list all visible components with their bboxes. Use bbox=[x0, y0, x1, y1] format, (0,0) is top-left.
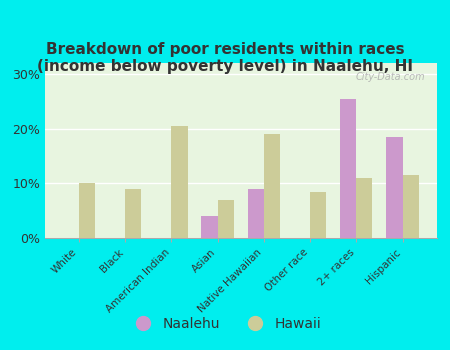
Text: Breakdown of poor residents within races
(income below poverty level) in Naalehu: Breakdown of poor residents within races… bbox=[37, 42, 413, 75]
Bar bbox=[171, 126, 188, 238]
Bar bbox=[248, 189, 264, 238]
Bar bbox=[125, 189, 141, 238]
Bar bbox=[218, 200, 234, 238]
Legend: Naalehu, Hawaii: Naalehu, Hawaii bbox=[124, 311, 326, 336]
Bar bbox=[264, 134, 280, 238]
Bar bbox=[310, 191, 326, 238]
Bar bbox=[340, 99, 356, 238]
Bar bbox=[79, 183, 95, 238]
Bar bbox=[202, 216, 218, 238]
Bar bbox=[403, 175, 418, 238]
Bar bbox=[356, 178, 373, 238]
Text: City-Data.com: City-Data.com bbox=[355, 72, 425, 82]
Bar bbox=[387, 137, 403, 238]
